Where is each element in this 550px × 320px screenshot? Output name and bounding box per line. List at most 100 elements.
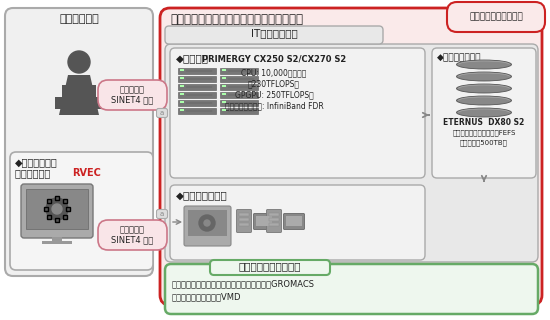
FancyBboxPatch shape: [239, 223, 249, 226]
Circle shape: [204, 220, 210, 226]
Text: a: a: [160, 211, 164, 217]
FancyBboxPatch shape: [5, 8, 153, 276]
Text: インターコネクト: InfiniBand FDR: インターコネクト: InfiniBand FDR: [224, 101, 323, 110]
Text: 高速ファイルシステム：FEFS: 高速ファイルシステム：FEFS: [452, 129, 516, 136]
FancyBboxPatch shape: [178, 108, 216, 114]
Text: CPU: 10,000コア以上: CPU: 10,000コア以上: [241, 68, 307, 77]
FancyBboxPatch shape: [157, 210, 168, 219]
FancyBboxPatch shape: [47, 215, 51, 219]
Ellipse shape: [456, 84, 512, 93]
FancyBboxPatch shape: [286, 216, 302, 226]
FancyBboxPatch shape: [222, 109, 226, 111]
FancyBboxPatch shape: [269, 213, 279, 216]
Text: 専用線接続: 専用線接続: [119, 85, 145, 94]
FancyBboxPatch shape: [220, 68, 258, 74]
Polygon shape: [59, 75, 99, 115]
FancyBboxPatch shape: [165, 264, 538, 314]
Text: ◆計算環境: ◆計算環境: [176, 53, 209, 63]
Text: 専用線接続: 専用線接続: [119, 225, 145, 234]
FancyBboxPatch shape: [98, 220, 167, 250]
FancyBboxPatch shape: [26, 189, 88, 229]
FancyBboxPatch shape: [210, 260, 330, 275]
FancyBboxPatch shape: [178, 76, 216, 82]
FancyBboxPatch shape: [236, 210, 251, 233]
FancyBboxPatch shape: [222, 101, 226, 103]
FancyBboxPatch shape: [222, 77, 226, 79]
FancyBboxPatch shape: [180, 85, 184, 87]
FancyBboxPatch shape: [47, 199, 51, 203]
Circle shape: [199, 215, 215, 231]
Text: ETERNUS  DX80 S2: ETERNUS DX80 S2: [443, 118, 525, 127]
Text: ＴＣクラウド（富士通データセンター内）: ＴＣクラウド（富士通データセンター内）: [170, 13, 303, 26]
Text: デスクトップ: デスクトップ: [15, 168, 53, 178]
Ellipse shape: [456, 96, 512, 105]
Text: 可視化ソフトウェア：VMD: 可視化ソフトウェア：VMD: [172, 292, 241, 301]
FancyBboxPatch shape: [165, 44, 538, 262]
FancyBboxPatch shape: [165, 26, 383, 44]
Text: 東大先端研様: 東大先端研様: [59, 14, 99, 24]
Text: 分子動力学シミュレーションソフトウェア：GROMACS: 分子動力学シミュレーションソフトウェア：GROMACS: [172, 279, 315, 288]
FancyBboxPatch shape: [55, 218, 59, 222]
FancyBboxPatch shape: [220, 84, 258, 90]
FancyBboxPatch shape: [239, 213, 249, 216]
FancyBboxPatch shape: [220, 108, 258, 114]
FancyBboxPatch shape: [188, 210, 227, 236]
FancyBboxPatch shape: [447, 2, 545, 32]
FancyBboxPatch shape: [66, 207, 70, 211]
FancyBboxPatch shape: [178, 100, 216, 106]
FancyBboxPatch shape: [239, 218, 249, 221]
FancyBboxPatch shape: [157, 108, 168, 117]
FancyBboxPatch shape: [160, 8, 542, 305]
FancyBboxPatch shape: [180, 109, 184, 111]
Text: ／230TFLOPS超: ／230TFLOPS超: [248, 79, 300, 88]
FancyBboxPatch shape: [44, 207, 48, 211]
FancyBboxPatch shape: [269, 218, 279, 221]
FancyBboxPatch shape: [220, 100, 258, 106]
FancyBboxPatch shape: [283, 213, 305, 229]
Text: IT創薬システム: IT創薬システム: [251, 28, 298, 38]
FancyBboxPatch shape: [222, 69, 226, 71]
FancyBboxPatch shape: [21, 184, 93, 238]
FancyBboxPatch shape: [184, 206, 231, 246]
Text: a: a: [160, 110, 164, 116]
FancyBboxPatch shape: [180, 101, 184, 103]
FancyBboxPatch shape: [178, 68, 216, 74]
Text: ◆プレポスト環境: ◆プレポスト環境: [176, 190, 228, 200]
FancyBboxPatch shape: [10, 152, 153, 270]
Circle shape: [52, 204, 62, 214]
FancyBboxPatch shape: [180, 77, 184, 79]
FancyBboxPatch shape: [55, 196, 59, 200]
FancyBboxPatch shape: [220, 92, 258, 98]
FancyBboxPatch shape: [180, 69, 184, 71]
FancyBboxPatch shape: [269, 223, 279, 226]
FancyBboxPatch shape: [63, 199, 67, 203]
FancyBboxPatch shape: [220, 76, 258, 82]
Text: ◆高速リモート: ◆高速リモート: [15, 157, 58, 167]
FancyBboxPatch shape: [42, 241, 72, 244]
Text: PRIMERGY CX250 S2/CX270 S2: PRIMERGY CX250 S2/CX270 S2: [202, 55, 346, 64]
Ellipse shape: [456, 72, 512, 81]
Text: 解析アプリケーション: 解析アプリケーション: [239, 261, 301, 271]
FancyBboxPatch shape: [62, 85, 96, 99]
Text: RVEC: RVEC: [72, 168, 101, 178]
Ellipse shape: [456, 108, 512, 117]
Text: 物理容量：500TB超: 物理容量：500TB超: [460, 139, 508, 146]
Text: GPGPU: 250TFLOPS超: GPGPU: 250TFLOPS超: [235, 90, 314, 99]
FancyBboxPatch shape: [63, 215, 67, 219]
FancyBboxPatch shape: [52, 237, 62, 241]
FancyBboxPatch shape: [432, 48, 536, 178]
FancyBboxPatch shape: [222, 85, 226, 87]
Circle shape: [46, 198, 68, 220]
FancyBboxPatch shape: [256, 216, 272, 226]
Text: SINET4 経由: SINET4 経由: [111, 95, 153, 104]
FancyBboxPatch shape: [170, 48, 425, 178]
Text: ◆計算ストレージ: ◆計算ストレージ: [437, 53, 481, 62]
FancyBboxPatch shape: [98, 80, 167, 110]
FancyBboxPatch shape: [254, 213, 274, 229]
Text: SINET4 経由: SINET4 経由: [111, 235, 153, 244]
Text: プライベートクラウド: プライベートクラウド: [469, 12, 523, 21]
FancyBboxPatch shape: [267, 210, 282, 233]
FancyBboxPatch shape: [178, 84, 216, 90]
FancyBboxPatch shape: [178, 92, 216, 98]
FancyBboxPatch shape: [222, 93, 226, 95]
